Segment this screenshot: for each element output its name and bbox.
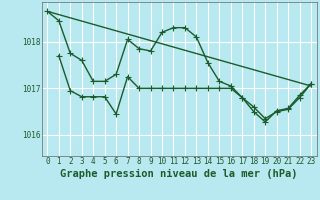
X-axis label: Graphe pression niveau de la mer (hPa): Graphe pression niveau de la mer (hPa) bbox=[60, 169, 298, 179]
